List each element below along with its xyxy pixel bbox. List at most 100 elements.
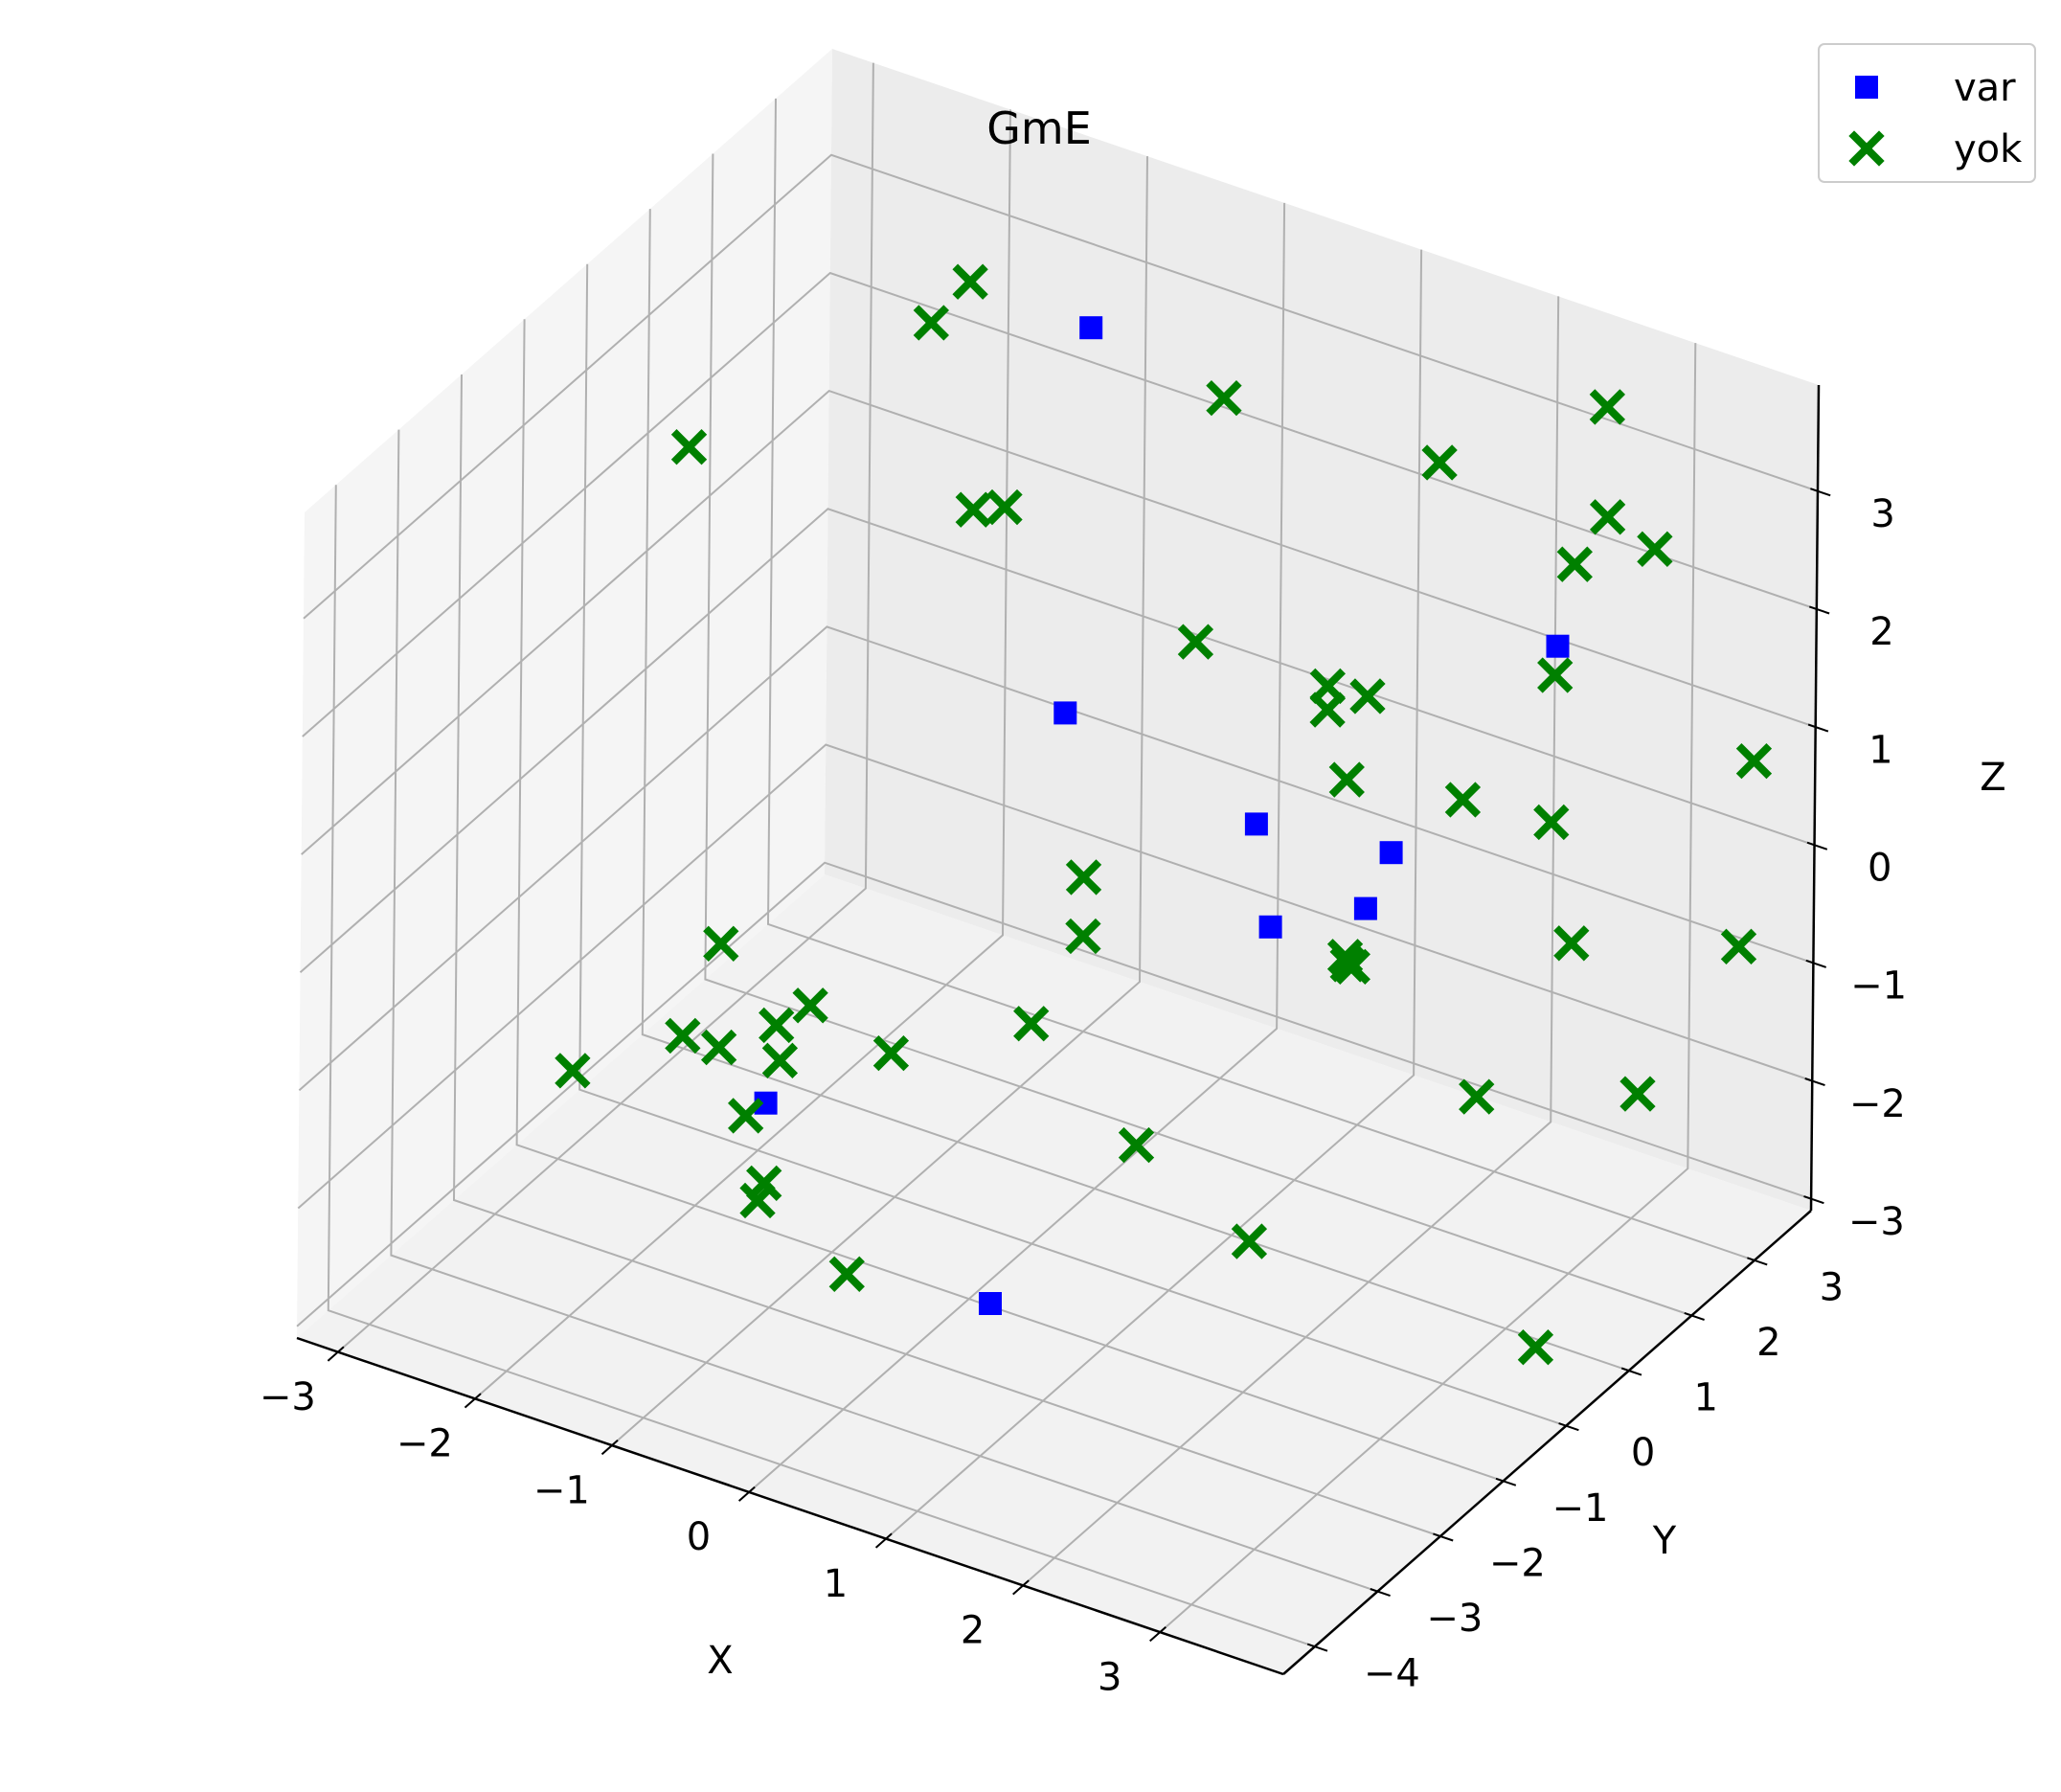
grid-line-y xyxy=(452,374,1441,1537)
data-point-yok xyxy=(728,1098,764,1134)
z-tick xyxy=(1805,959,1827,968)
data-point-var xyxy=(1546,634,1570,658)
grid-line-z xyxy=(301,389,1817,855)
grid-line-y xyxy=(766,98,1755,1261)
y-tick xyxy=(1306,1643,1328,1652)
data-point-yok xyxy=(1619,1076,1656,1112)
data-point-yok xyxy=(1118,1126,1155,1164)
grid-line-y xyxy=(327,485,1316,1648)
data-point-yok xyxy=(1459,1078,1495,1115)
data-point-yok xyxy=(828,1256,865,1292)
z-tick xyxy=(1808,605,1830,615)
data-point-yok xyxy=(1537,657,1574,693)
x-tick xyxy=(464,1393,482,1409)
data-point-var xyxy=(1379,841,1403,865)
data-point-yok xyxy=(1589,499,1626,535)
grid-line-x xyxy=(1022,296,1560,1587)
z-tick-label: 1 xyxy=(1868,728,1892,772)
grid-line-x xyxy=(337,62,874,1353)
data-point-yok xyxy=(1589,389,1626,425)
y-tick-label: −3 xyxy=(1426,1597,1483,1641)
z-tick-label: −1 xyxy=(1850,964,1907,1009)
y-tick-label: −1 xyxy=(1552,1486,1609,1531)
x-tick xyxy=(1012,1579,1030,1596)
data-point-yok xyxy=(746,1165,782,1202)
data-point-yok xyxy=(1349,678,1386,715)
pane-y-wall xyxy=(825,49,1819,1211)
legend-label-yok: yok xyxy=(1954,127,2023,171)
z-axis-title: Z xyxy=(1980,756,2005,800)
data-points xyxy=(555,263,1773,1366)
data-point-yok xyxy=(1309,692,1346,728)
data-point-var xyxy=(1053,701,1077,725)
z-tick xyxy=(1806,841,1828,851)
data-point-yok xyxy=(913,305,950,341)
legend: var yok xyxy=(1818,43,2036,183)
x-tick-label: −3 xyxy=(260,1375,316,1419)
z-tick xyxy=(1810,488,1831,497)
y-tick-label: −4 xyxy=(1364,1652,1420,1696)
data-point-var xyxy=(1079,316,1103,340)
data-point-yok xyxy=(1231,1223,1268,1259)
z-tick xyxy=(1803,1195,1824,1205)
grid-line-z xyxy=(299,508,1815,974)
tick-marks xyxy=(327,488,1831,1652)
pane-x-wall xyxy=(297,49,832,1338)
data-point-yok xyxy=(670,429,708,465)
z-tick-label: −2 xyxy=(1849,1082,1906,1126)
data-point-yok xyxy=(761,1042,799,1078)
x-tick xyxy=(737,1486,756,1502)
grid-lines xyxy=(296,62,1819,1648)
axis-panes xyxy=(297,49,1819,1674)
x-tick-label: −2 xyxy=(396,1422,453,1466)
x-tick-label: 1 xyxy=(824,1562,848,1606)
grid-line-y xyxy=(641,209,1630,1372)
y-tick xyxy=(1747,1257,1768,1266)
z-axis-line xyxy=(1809,384,1821,1212)
x-tick-label: 2 xyxy=(961,1609,985,1653)
y-tick xyxy=(1620,1367,1642,1376)
data-point-yok xyxy=(1065,918,1101,955)
y-tick xyxy=(1433,1532,1454,1542)
axis-lines xyxy=(296,384,1821,1676)
x-tick xyxy=(327,1346,345,1362)
grid-line-y xyxy=(390,429,1378,1593)
grid-line-z xyxy=(297,743,1813,1210)
legend-label-var: var xyxy=(1954,66,2016,110)
x-axis-line xyxy=(296,1336,1284,1676)
data-point-yok xyxy=(665,1017,701,1055)
data-point-yok xyxy=(1177,624,1214,660)
data-point-yok xyxy=(1517,1329,1554,1366)
data-point-yok xyxy=(703,925,739,962)
grid-line-z xyxy=(298,625,1814,1092)
data-point-yok xyxy=(1444,782,1482,818)
z-tick-label: −3 xyxy=(1848,1200,1905,1244)
data-point-yok xyxy=(555,1053,591,1089)
grid-line-x xyxy=(1159,343,1697,1633)
y-tick xyxy=(1370,1588,1391,1598)
grid-line-x xyxy=(885,249,1423,1540)
chart-title: GmE xyxy=(986,102,1092,154)
data-point-yok xyxy=(1421,444,1458,481)
x-tick xyxy=(1149,1626,1166,1643)
y-tick-label: 1 xyxy=(1693,1376,1717,1420)
data-point-yok xyxy=(1013,1006,1050,1042)
grid-line-x xyxy=(474,109,1011,1400)
data-point-yok xyxy=(1735,742,1773,780)
x-tick-label: 3 xyxy=(1098,1655,1121,1699)
data-point-var xyxy=(1353,896,1377,920)
data-point-yok xyxy=(955,491,991,528)
x-tick xyxy=(600,1440,619,1456)
data-point-yok xyxy=(1206,379,1242,417)
data-point-var xyxy=(979,1292,1002,1315)
data-point-yok xyxy=(1328,761,1365,798)
y-tick xyxy=(1495,1477,1517,1486)
data-point-yok xyxy=(1065,859,1102,896)
data-point-yok xyxy=(792,987,828,1024)
x-tick-label: −1 xyxy=(533,1468,590,1512)
z-tick-label: 2 xyxy=(1869,610,1893,654)
pane-floor xyxy=(297,874,1811,1674)
data-point-yok xyxy=(700,1029,737,1066)
